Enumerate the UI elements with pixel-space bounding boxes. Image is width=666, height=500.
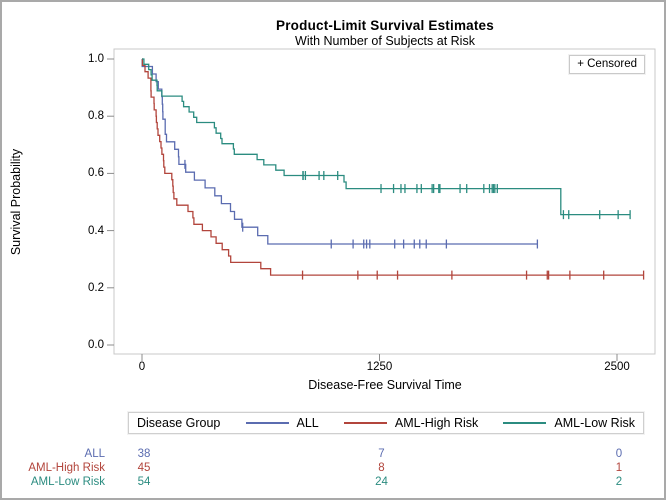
at-risk-count: 38 (137, 448, 151, 460)
y-tick-label: 0.2 (88, 281, 104, 294)
y-tick-label: 0.0 (88, 339, 104, 351)
censored-legend: + Censored (569, 55, 645, 74)
x-axis-label: Disease-Free Survival Time (308, 378, 462, 392)
at-risk-count: 54 (137, 476, 151, 488)
at-risk-row-label: AML-Low Risk (30, 476, 105, 488)
legend-line-icon (503, 422, 547, 424)
legend-item-label: ALL (296, 416, 319, 430)
y-tick-label: 1.0 (88, 53, 104, 65)
at-risk-count: 8 (378, 462, 385, 474)
at-risk-count: 24 (375, 476, 388, 488)
at-risk-count: 7 (378, 448, 385, 460)
chart-title: Product-Limit Survival Estimates (276, 18, 494, 33)
survival-curve-aml-low-risk (142, 58, 631, 216)
y-tick-label: 0.4 (88, 224, 104, 237)
legend-line-icon (245, 422, 289, 424)
x-tick-label: 0 (138, 361, 146, 373)
y-tick-label: 0.8 (88, 110, 104, 123)
at-risk-row-label: AML-High Risk (28, 462, 105, 474)
legend-item-aml-low-risk: AML-Low Risk (503, 416, 635, 430)
censored-legend-label: + Censored (577, 58, 637, 70)
at-risk-count: 2 (615, 476, 623, 488)
survival-curve-all (141, 58, 538, 245)
x-tick-label: 2500 (604, 361, 630, 373)
plot-frame (113, 48, 656, 355)
at-risk-count: 1 (615, 462, 623, 474)
survival-curve-aml-high-risk (141, 58, 644, 276)
x-tick-label: 1250 (366, 361, 393, 373)
legend-item-all: ALL (245, 416, 319, 430)
y-tick-label: 0.6 (88, 167, 104, 180)
at-risk-count: 45 (137, 462, 151, 474)
at-risk-row-label: ALL (84, 448, 105, 460)
legend-item-label: AML-Low Risk (554, 416, 635, 430)
legend-line-icon (343, 422, 387, 424)
legend-item-aml-high-risk: AML-High Risk (343, 416, 479, 430)
legend-title: Disease Group (137, 416, 221, 430)
legend: Disease Group ALL AML-High Risk AML-Low Ri… (128, 412, 644, 434)
chart-subtitle: With Number of Subjects at Risk (295, 34, 475, 48)
legend-item-label: AML-High Risk (394, 416, 479, 430)
at-risk-count: 0 (615, 448, 623, 460)
